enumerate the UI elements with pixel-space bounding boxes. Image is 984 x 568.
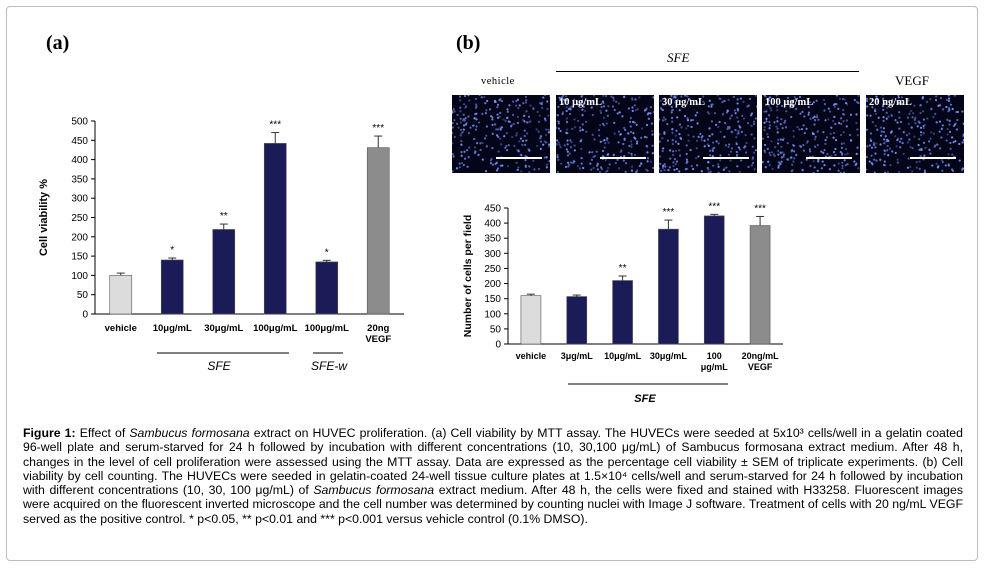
significance-marker: ** bbox=[619, 263, 627, 274]
x-tick-label: 30μg/mL bbox=[650, 351, 688, 361]
y-tick-label: 450 bbox=[71, 136, 88, 147]
panel-b-sfe-header-line bbox=[556, 71, 859, 72]
x-tick-label: μg/mL bbox=[701, 362, 729, 372]
caption-label: Figure 1: bbox=[23, 426, 76, 440]
significance-marker: * bbox=[325, 247, 329, 258]
x-tick-label: 20ng/mL bbox=[742, 351, 780, 361]
bar bbox=[658, 228, 679, 345]
x-tick-label: 10μg/mL bbox=[604, 351, 642, 361]
y-tick-label: 150 bbox=[71, 252, 88, 263]
micrograph-30ug: 30 μg/mL bbox=[659, 95, 757, 173]
caption-species-1: Sambucus formosana bbox=[129, 426, 250, 440]
panel-b-sfe-header: SFE bbox=[667, 50, 690, 65]
panel-b-vegf-header: VEGF bbox=[895, 73, 929, 88]
x-tick-label: VEGF bbox=[365, 334, 391, 345]
y-tick-label: 300 bbox=[484, 249, 501, 260]
y-tick-label: 200 bbox=[71, 232, 88, 243]
x-tick-label: VEGF bbox=[748, 362, 773, 372]
x-tick-label: 20ng bbox=[367, 323, 389, 334]
y-tick-label: 250 bbox=[71, 213, 88, 224]
figure-caption: Figure 1: Effect of Sambucus formosana e… bbox=[23, 426, 963, 526]
panel-b-letter: (b) bbox=[456, 32, 481, 54]
micrograph-vehicle bbox=[452, 95, 550, 173]
micrograph-label: 20 ng/mL bbox=[869, 97, 912, 108]
x-tick-label: vehicle bbox=[105, 323, 137, 334]
micro-vehicle-label: vehicle bbox=[481, 76, 515, 87]
y-tick-label: 300 bbox=[71, 194, 88, 205]
x-tick-label: 100μg/mL bbox=[253, 323, 298, 334]
y-tick-label: 250 bbox=[484, 264, 501, 275]
bar bbox=[520, 295, 542, 345]
y-tick-label: 350 bbox=[71, 174, 88, 185]
y-tick-label: 0 bbox=[82, 310, 88, 321]
caption-text-3: extract medium. After 48 h, the cells we… bbox=[23, 483, 963, 526]
y-tick-label: 400 bbox=[71, 155, 88, 166]
micrograph-100ug: 100 μg/mL bbox=[762, 95, 860, 173]
y-tick-label: 400 bbox=[484, 219, 501, 230]
caption-species-2: Sambucus formosana bbox=[313, 483, 435, 498]
scale-bar bbox=[806, 157, 852, 159]
y-tick-label: 350 bbox=[484, 234, 501, 245]
scale-bar bbox=[496, 157, 542, 159]
micrograph-label: 100 μg/mL bbox=[765, 97, 814, 108]
y-axis-label: Cell viability % bbox=[38, 179, 50, 256]
significance-marker: *** bbox=[269, 120, 281, 131]
sfe-group-label: SFE bbox=[207, 359, 231, 373]
significance-marker: *** bbox=[708, 201, 720, 212]
y-tick-label: 500 bbox=[71, 117, 88, 128]
scale-bar bbox=[703, 157, 749, 159]
panel-b-chart: 0 50 100 150 200 250 300 350 400 450 Number of cel… bbox=[462, 201, 783, 405]
y-tick-label: 50 bbox=[77, 290, 89, 301]
y-tick-label: 450 bbox=[484, 204, 501, 215]
significance-marker: *** bbox=[372, 123, 384, 134]
significance-marker: ** bbox=[220, 211, 228, 222]
scale-bar bbox=[910, 157, 956, 159]
y-tick-label: 0 bbox=[495, 340, 501, 351]
panel-a-chart: 0 50 100 150 200 250 300 350 400 450 500 Cell viabi… bbox=[38, 117, 404, 373]
sfe-group-label: SFE bbox=[634, 393, 656, 405]
panel-a-letter: (a) bbox=[46, 32, 70, 54]
y-axis-label: Number of cells per field bbox=[462, 215, 474, 338]
y-tick-label: 150 bbox=[484, 294, 501, 305]
y-tick-label: 100 bbox=[484, 309, 501, 320]
y-tick-label: 100 bbox=[71, 271, 88, 282]
x-tick-label: 100μg/mL bbox=[305, 323, 350, 334]
caption-text-1: Effect of bbox=[75, 426, 130, 440]
y-tick-label: 50 bbox=[490, 324, 502, 335]
bar bbox=[749, 225, 771, 345]
bar bbox=[612, 280, 633, 345]
sfe-w-group-label: SFE-w bbox=[311, 359, 348, 373]
micrograph-label: 30 μg/mL bbox=[662, 97, 705, 108]
significance-marker: *** bbox=[754, 203, 766, 214]
x-tick-label: vehicle bbox=[516, 351, 547, 361]
y-tick-label: 200 bbox=[484, 279, 501, 290]
micrograph-label: 10 μg/mL bbox=[559, 97, 602, 108]
bar bbox=[566, 296, 588, 345]
x-tick-label: 10μg/mL bbox=[153, 323, 192, 334]
bar bbox=[703, 215, 725, 345]
significance-marker: * bbox=[170, 245, 174, 256]
micrograph-vegf: 20 ng/mL bbox=[866, 95, 964, 173]
caption-text-2: extract on HUVEC proliferation. (a) Cell… bbox=[23, 426, 963, 498]
x-tick-label: 30μg/mL bbox=[204, 323, 243, 334]
micrograph-10ug: 10 μg/mL bbox=[556, 95, 654, 173]
x-tick-label: 100 bbox=[707, 351, 722, 361]
scale-bar bbox=[600, 157, 646, 159]
x-tick-label: 3μg/mL bbox=[561, 351, 594, 361]
significance-marker: *** bbox=[663, 207, 675, 218]
